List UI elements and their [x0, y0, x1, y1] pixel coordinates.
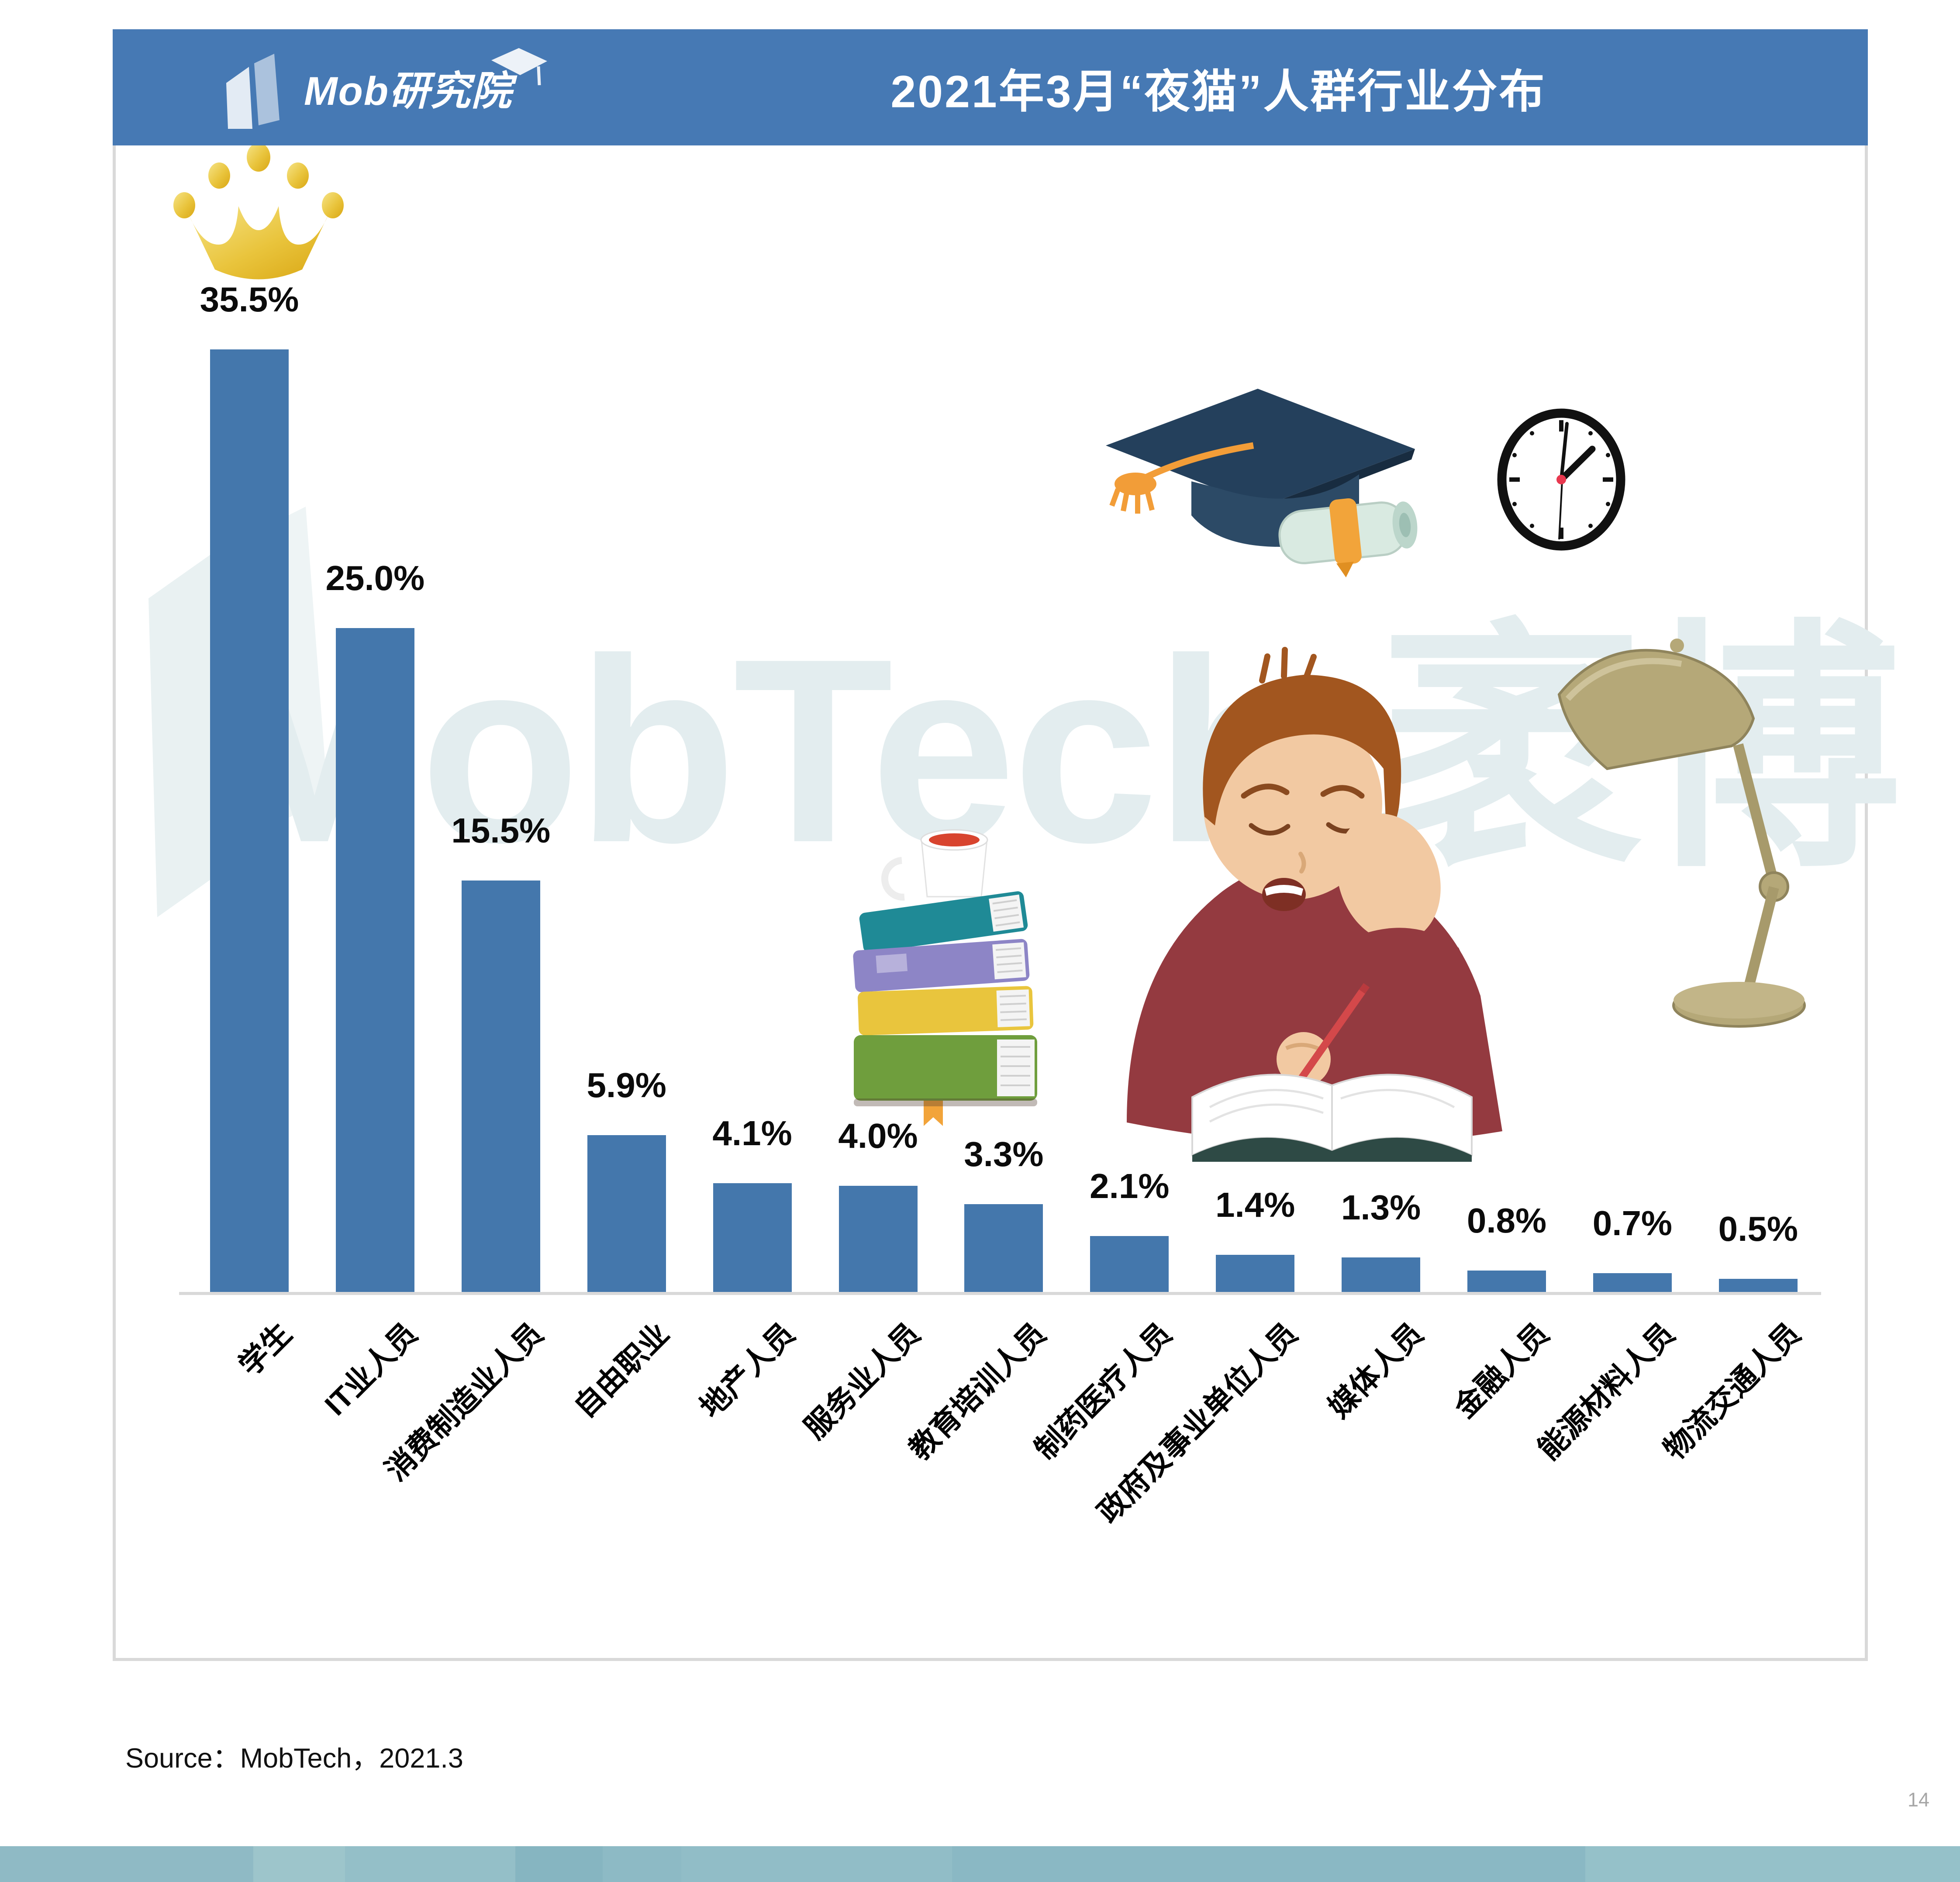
bar	[335, 628, 414, 1292]
strip-segment	[681, 1846, 952, 1882]
bottom-decoration-strip	[0, 1846, 1960, 1882]
bar	[461, 881, 540, 1292]
bar-value-label: 4.1%	[712, 1114, 792, 1153]
bar-value-label: 15.5%	[451, 811, 551, 850]
source-text: Source：MobTech，2021.3	[125, 1743, 463, 1774]
tired-student-icon	[1018, 633, 1524, 1164]
bar-value-label: 1.4%	[1215, 1185, 1295, 1224]
bar-value-label: 5.9%	[587, 1066, 666, 1105]
strip-segment	[345, 1846, 515, 1882]
bar	[1342, 1257, 1421, 1292]
bar	[1593, 1273, 1672, 1292]
graduation-cap-diploma-icon	[1074, 376, 1441, 587]
bar	[587, 1135, 666, 1292]
book-stack-icon	[836, 819, 1085, 1140]
bar	[1216, 1255, 1295, 1292]
bar	[1718, 1279, 1798, 1292]
clock-icon	[1494, 406, 1629, 557]
bar	[713, 1183, 792, 1292]
bar-value-label: 0.8%	[1467, 1201, 1547, 1240]
bar-value-label: 0.7%	[1592, 1204, 1673, 1243]
bar	[1090, 1236, 1169, 1292]
mob-logo: Mob研究院	[222, 41, 552, 133]
bar	[1467, 1271, 1546, 1292]
coffee-cup-icon	[881, 829, 988, 901]
strip-segment	[603, 1846, 681, 1882]
bar-value-label: 4.0%	[838, 1116, 918, 1155]
page-number: 14	[1908, 1789, 1930, 1811]
gold-crown-icon	[171, 141, 346, 287]
bar-value-label: 0.5%	[1718, 1209, 1798, 1248]
strip-segment	[1585, 1846, 1960, 1882]
bar	[839, 1186, 918, 1292]
graduation-cap-small-icon	[491, 48, 548, 86]
chart-header: Mob研究院 2021年3月“夜猫”人群行业分布	[113, 29, 1868, 145]
desk-lamp-icon	[1542, 629, 1821, 1037]
bar-value-label: 25.0%	[325, 559, 425, 597]
strip-segment	[253, 1846, 345, 1882]
bar	[210, 349, 289, 1292]
bar-value-label: 3.3%	[964, 1135, 1044, 1174]
strip-segment	[952, 1846, 1585, 1882]
mob-building-icon	[226, 54, 280, 129]
bar-value-label: 2.1%	[1090, 1167, 1170, 1205]
bar-value-label: 35.5%	[200, 280, 299, 319]
page-title: 2021年3月“夜猫”人群行业分布	[890, 66, 1546, 117]
x-axis-line	[179, 1292, 1821, 1295]
bar	[964, 1204, 1043, 1292]
strip-segment	[515, 1846, 603, 1882]
strip-segment	[0, 1846, 253, 1882]
bar-value-label: 1.3%	[1341, 1188, 1421, 1227]
logo-text: Mob研究院	[304, 69, 513, 114]
